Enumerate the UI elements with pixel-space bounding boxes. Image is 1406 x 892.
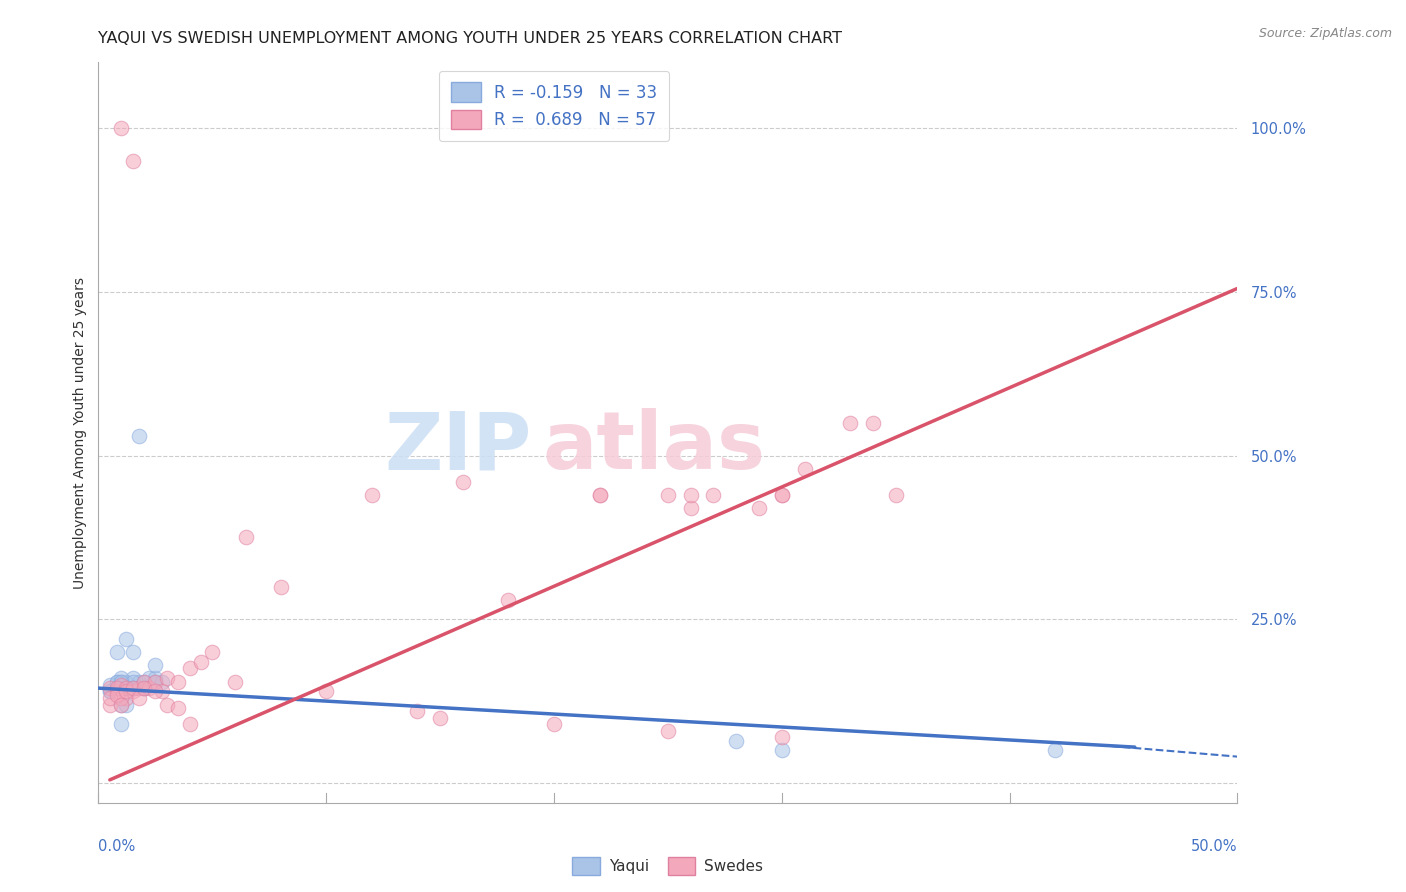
Point (110, 698, 132, 712)
Point (167, 700, 190, 714)
Point (110, 120, 132, 135)
Point (132, 681, 155, 695)
Point (114, 632, 136, 646)
Text: YAQUI VS SWEDISH UNEMPLOYMENT AMONG YOUTH UNDER 25 YEARS CORRELATION CHART: YAQUI VS SWEDISH UNEMPLOYMENT AMONG YOUT… (98, 31, 842, 46)
Point (406, 704, 429, 718)
Point (132, 674, 155, 689)
Point (770, 488, 793, 502)
Point (145, 674, 167, 689)
Point (114, 684, 136, 698)
Text: 0.0%: 0.0% (98, 838, 135, 854)
Point (839, 416, 862, 430)
Point (98, 681, 121, 695)
Point (588, 488, 610, 502)
Point (770, 743, 793, 757)
Point (110, 698, 132, 712)
Point (110, 717, 132, 731)
Y-axis label: Unemployment Among Youth under 25 years: Unemployment Among Youth under 25 years (73, 277, 87, 589)
Point (98, 678, 121, 692)
Point (128, 429, 150, 443)
Point (679, 488, 702, 502)
Legend: Yaqui, Swedes: Yaqui, Swedes (567, 851, 769, 881)
Point (543, 717, 565, 731)
Point (110, 690, 132, 705)
Point (657, 488, 679, 502)
Point (128, 681, 150, 695)
Text: atlas: atlas (543, 409, 766, 486)
Point (98, 684, 121, 698)
Point (110, 671, 132, 685)
Point (145, 684, 167, 698)
Point (702, 488, 724, 502)
Point (110, 674, 132, 689)
Point (679, 500, 702, 515)
Point (793, 461, 815, 475)
Point (121, 671, 143, 685)
Point (156, 698, 179, 712)
Point (128, 674, 150, 689)
Point (1043, 743, 1066, 757)
Text: ZIP: ZIP (384, 409, 531, 486)
Point (179, 717, 201, 731)
Point (132, 681, 155, 695)
Point (114, 674, 136, 689)
Point (451, 475, 474, 489)
Point (114, 698, 136, 712)
Point (110, 674, 132, 689)
Point (98, 684, 121, 698)
Point (105, 688, 128, 702)
Point (167, 674, 190, 689)
Point (588, 488, 610, 502)
Point (498, 592, 520, 607)
Point (315, 684, 337, 698)
Point (224, 674, 246, 689)
Point (121, 153, 143, 168)
Point (145, 658, 167, 673)
Point (128, 690, 150, 705)
Point (105, 645, 128, 659)
Point (179, 661, 201, 675)
Point (132, 674, 155, 689)
Point (98, 690, 121, 705)
Point (114, 681, 136, 695)
Point (270, 580, 292, 594)
Point (105, 681, 128, 695)
Point (114, 681, 136, 695)
Point (105, 684, 128, 698)
Point (121, 645, 143, 659)
Point (150, 684, 173, 698)
Text: Source: ZipAtlas.com: Source: ZipAtlas.com (1258, 27, 1392, 40)
Point (201, 645, 224, 659)
Point (105, 674, 128, 689)
Point (657, 723, 679, 738)
Point (121, 681, 143, 695)
Point (121, 674, 143, 689)
Point (121, 681, 143, 695)
Point (132, 681, 155, 695)
Point (150, 674, 173, 689)
Point (138, 681, 160, 695)
Point (862, 416, 884, 430)
Point (190, 655, 212, 669)
Point (429, 711, 451, 725)
Point (110, 678, 132, 692)
Point (145, 674, 167, 689)
Point (145, 671, 167, 685)
Point (770, 488, 793, 502)
Point (98, 698, 121, 712)
Point (105, 674, 128, 689)
Point (725, 733, 748, 747)
Point (156, 671, 179, 685)
Point (105, 681, 128, 695)
Point (884, 488, 907, 502)
Point (114, 690, 136, 705)
Point (770, 731, 793, 745)
Text: 50.0%: 50.0% (1191, 838, 1237, 854)
Point (360, 488, 382, 502)
Point (138, 671, 160, 685)
Point (235, 531, 257, 545)
Point (748, 500, 770, 515)
Point (121, 684, 143, 698)
